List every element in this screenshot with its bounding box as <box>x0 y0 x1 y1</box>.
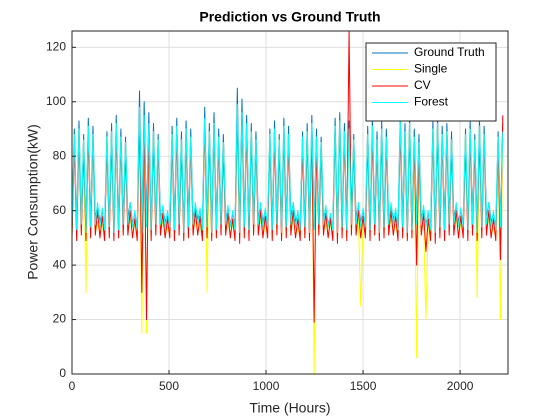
lines <box>72 31 504 374</box>
x-tick-label: 1500 <box>350 379 377 393</box>
x-tick-label: 0 <box>69 379 76 393</box>
y-tick-label: 100 <box>46 94 66 108</box>
legend-label: Ground Truth <box>414 45 485 59</box>
y-tick-label: 80 <box>53 148 67 162</box>
legend-label: Single <box>414 62 448 76</box>
y-tick-label: 60 <box>53 203 67 217</box>
y-tick-label: 40 <box>53 257 67 271</box>
y-axis-label: Power Consumption(kW) <box>25 124 41 280</box>
y-tick-label: 0 <box>59 366 66 380</box>
x-tick-label: 2000 <box>447 379 474 393</box>
legend-box <box>365 42 497 122</box>
legend: Ground Truth Single CV Forest <box>365 42 497 122</box>
x-axis-label: Time (Hours) <box>249 400 330 416</box>
axes-box <box>71 30 509 375</box>
x-tick-label: 1000 <box>253 379 280 393</box>
legend-label: Forest <box>414 95 449 109</box>
chart-title: Prediction vs Ground Truth <box>199 9 380 25</box>
ticks: 0 20 40 60 80 100 120 0 500 1000 1500 2000 <box>46 40 474 394</box>
series-line <box>72 104 504 233</box>
y-tick-label: 120 <box>46 40 66 54</box>
x-tick-label: 500 <box>159 379 179 393</box>
legend-label: CV <box>414 78 431 92</box>
y-tick-label: 20 <box>53 312 67 326</box>
